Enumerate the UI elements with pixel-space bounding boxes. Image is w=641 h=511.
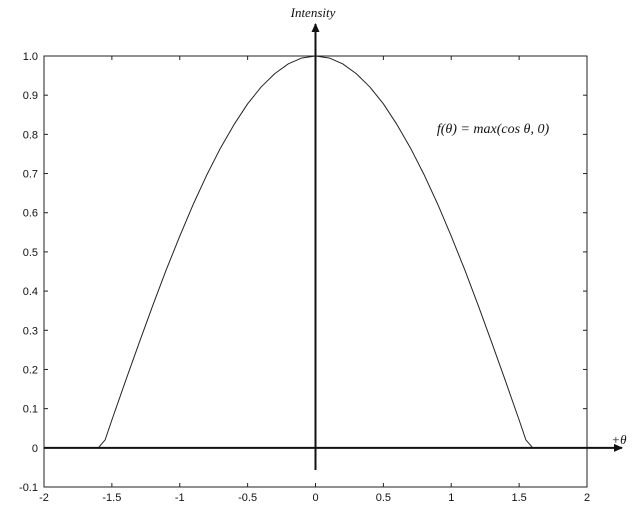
x-tick-label: 0 bbox=[312, 492, 318, 504]
x-tick-label: 2 bbox=[584, 492, 590, 504]
x-tick-label: -2 bbox=[39, 492, 49, 504]
y-tick-label: 0.5 bbox=[23, 247, 38, 259]
x-tick-label: -0.5 bbox=[238, 492, 257, 504]
y-axis-title: Intensity bbox=[290, 5, 336, 20]
tick-labels: -2 -1.5 -1 -0.5 0 0.5 1 1.5 2 -0.1 0 0.1 0.2 0.3 0.4 0.… bbox=[19, 51, 590, 504]
y-tick-label: 0.7 bbox=[23, 169, 38, 181]
x-tick-label: -1 bbox=[175, 492, 185, 504]
y-tick-label: 1.0 bbox=[23, 51, 38, 63]
y-tick-label: -0.1 bbox=[19, 482, 38, 494]
y-tick-label: 0.2 bbox=[23, 364, 38, 376]
x-axis-title: +θ bbox=[611, 432, 627, 447]
y-tick-label: 0 bbox=[32, 443, 38, 455]
y-tick-label: 0.8 bbox=[23, 129, 38, 141]
y-tick-label: 0.9 bbox=[23, 90, 38, 102]
y-tick-label: 0.4 bbox=[23, 286, 38, 298]
x-tick-label: -1.5 bbox=[102, 492, 121, 504]
x-tick-label: 0.5 bbox=[376, 492, 391, 504]
y-tick-label: 0.6 bbox=[23, 208, 38, 220]
x-tick-label: 1 bbox=[448, 492, 454, 504]
x-tick-label: 1.5 bbox=[511, 492, 526, 504]
y-tick-label: 0.3 bbox=[23, 325, 38, 337]
y-tick-label: 0.1 bbox=[23, 404, 38, 416]
function-annotation: f(θ) = max(cos θ, 0) bbox=[437, 122, 550, 137]
